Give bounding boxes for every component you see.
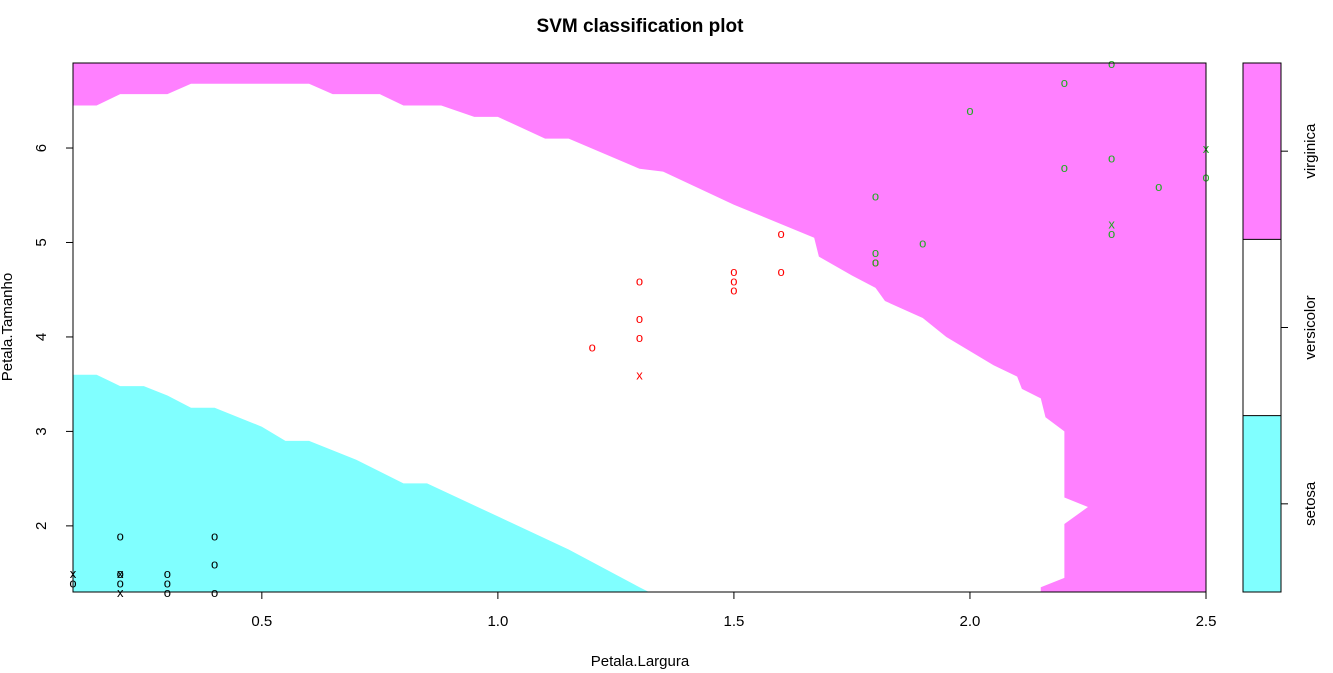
- data-point-setosa: o: [211, 528, 218, 543]
- legend-swatch-versicolor: [1243, 239, 1281, 416]
- y-tick-label: 5: [33, 238, 50, 246]
- data-point-setosa: o: [117, 528, 124, 543]
- data-point-setosa: o: [164, 566, 171, 581]
- data-point-virginica: o: [1108, 150, 1115, 165]
- region-setosa: [73, 374, 649, 592]
- data-point-setosa: o: [117, 566, 124, 581]
- x-tick-label: 0.5: [251, 613, 272, 630]
- data-point-virginica: o: [1155, 179, 1162, 194]
- data-point-versicolor: o: [730, 264, 737, 279]
- data-point-virginica: o: [1061, 75, 1068, 90]
- data-point-versicolor: o: [872, 254, 879, 269]
- data-point-versicolor: o: [778, 226, 785, 241]
- data-point-setosa: x: [117, 566, 124, 581]
- data-point-virginica: x: [1108, 217, 1115, 232]
- data-point-virginica: o: [872, 254, 879, 269]
- y-axis: 2 3 4 5 6: [33, 144, 73, 530]
- data-point-virginica: o: [1061, 160, 1068, 175]
- legend-label-setosa: setosa: [1302, 481, 1319, 526]
- y-axis-label: Petala.Tamanho: [0, 273, 16, 381]
- data-point-versicolor: o: [636, 273, 643, 288]
- legend-label-virginica: virginica: [1302, 123, 1319, 179]
- y-tick-label: 6: [33, 144, 50, 152]
- data-point-versicolor: x: [636, 368, 643, 383]
- data-point-versicolor: o: [636, 311, 643, 326]
- data-point-versicolor: o: [730, 273, 737, 288]
- chart-title: SVM classification plot: [537, 16, 745, 37]
- legend-swatch-virginica: [1243, 63, 1281, 240]
- legend-swatch-setosa: [1243, 415, 1281, 592]
- plot-area: [73, 63, 1206, 592]
- data-point-virginica: o: [872, 245, 879, 260]
- plot-frame: [72, 62, 1207, 593]
- x-tick-label: 1.0: [487, 613, 508, 630]
- legend-label-versicolor: versicolor: [1302, 295, 1319, 359]
- y-tick-label: 4: [33, 333, 50, 341]
- x-tick-label: 2.5: [1196, 613, 1217, 630]
- region-virginica: [73, 63, 1206, 592]
- x-tick-label: 1.5: [723, 613, 744, 630]
- data-point-virginica: o: [919, 235, 926, 250]
- x-tick-label: 2.0: [960, 613, 981, 630]
- data-point-virginica: o: [966, 103, 973, 118]
- data-point-versicolor: o: [778, 264, 785, 279]
- x-axis: 0.5 1.0 1.5 2.0 2.5: [251, 592, 1216, 630]
- x-axis-label: Petala.Largura: [591, 653, 690, 670]
- legend-frame: [1242, 62, 1282, 593]
- y-tick-label: 2: [33, 522, 50, 530]
- data-point-versicolor: o: [636, 330, 643, 345]
- data-point-setosa: o: [117, 576, 124, 591]
- data-point-virginica: o: [1108, 226, 1115, 241]
- y-tick-label: 3: [33, 427, 50, 435]
- data-point-setosa: o: [164, 576, 171, 591]
- data-point-versicolor: o: [730, 283, 737, 298]
- class-legend: setosa versicolor virginica: [1242, 62, 1319, 593]
- data-point-setosa: o: [211, 557, 218, 572]
- data-point-virginica: o: [872, 188, 879, 203]
- data-point-versicolor: o: [589, 339, 596, 354]
